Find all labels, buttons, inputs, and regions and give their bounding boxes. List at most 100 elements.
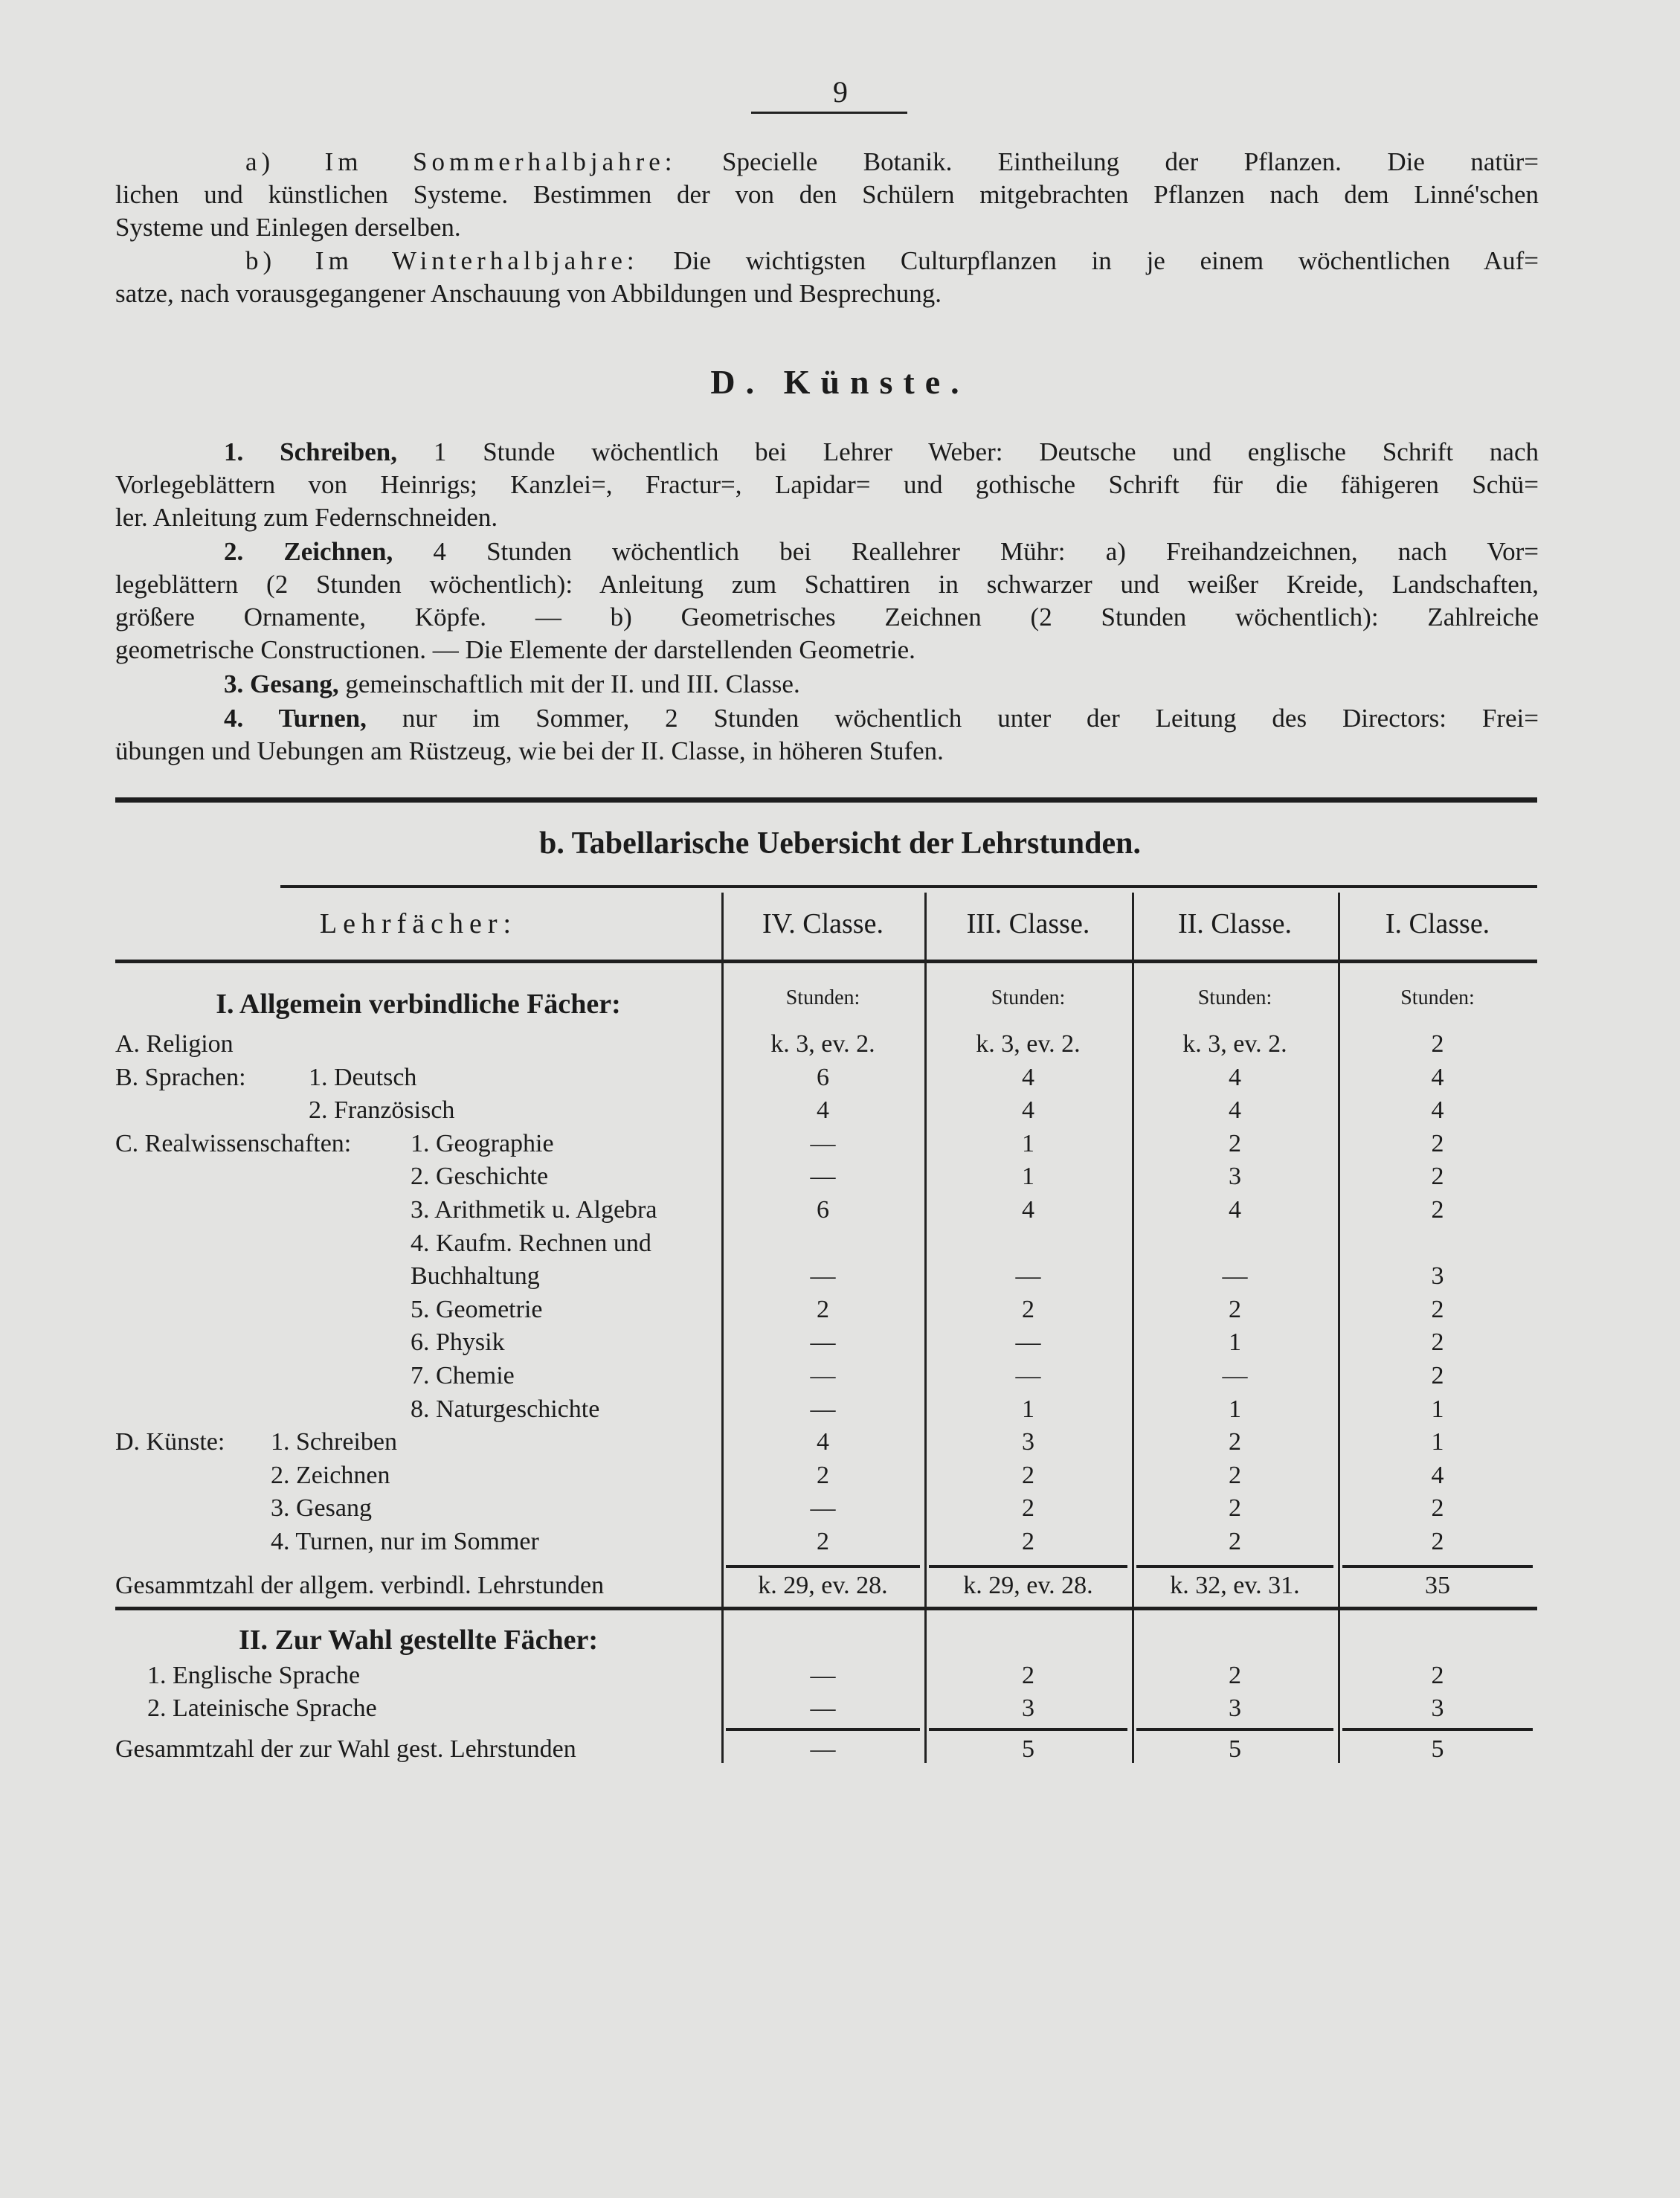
paragraph-lead: 4. Turnen, bbox=[224, 704, 367, 733]
page-number: 9 bbox=[833, 75, 848, 109]
paragraph: 3. Gesang, gemeinschaftlich mit der II. … bbox=[115, 668, 1539, 701]
hours-value: — bbox=[1222, 1262, 1248, 1291]
total-value: 5 bbox=[1022, 1735, 1034, 1763]
text-line: größere Ornamente, Köpfe. — b) Geometris… bbox=[115, 602, 1539, 632]
hours-value: k. 3, ev. 2. bbox=[1182, 1030, 1287, 1058]
hours-value: k. 3, ev. 2. bbox=[976, 1030, 1081, 1058]
group-label: C. Realwissenschaften: bbox=[115, 1129, 352, 1157]
text-line: a) Im Sommerhalbjahre: Specielle Botanik… bbox=[115, 146, 1539, 179]
unit-label: Stunden: bbox=[785, 986, 860, 1009]
hours-value: 4 bbox=[1229, 1196, 1241, 1224]
paragraph: 2. Zeichnen, 4 Stunden wöchentlich bei R… bbox=[115, 536, 1539, 666]
sum-rule bbox=[1342, 1565, 1533, 1568]
sum-rule bbox=[726, 1728, 920, 1731]
subject-label: 2. Französisch bbox=[309, 1096, 455, 1125]
hours-value: 4 bbox=[1229, 1063, 1241, 1091]
subject-label: 3. Gesang bbox=[271, 1494, 372, 1523]
group-label: D. Künste: bbox=[115, 1428, 225, 1456]
paragraph: b) Im Winterhalbjahre: Die wichtigsten C… bbox=[115, 245, 1539, 310]
subject-label: 2. Lateinische Sprache bbox=[147, 1694, 377, 1722]
total-value: k. 29, ev. 28. bbox=[758, 1572, 888, 1599]
subject-label: 4. Kaufm. Rechnen und bbox=[411, 1229, 651, 1257]
hours-value: 2 bbox=[1229, 1428, 1241, 1456]
total-value: k. 32, ev. 31. bbox=[1170, 1572, 1300, 1599]
hours-value: 1 bbox=[1229, 1328, 1241, 1357]
hours-value: 4 bbox=[1229, 1096, 1241, 1125]
table-title: b. Tabellarische Uebersicht der Lehrstun… bbox=[539, 826, 1141, 861]
hours-value: 3 bbox=[1431, 1694, 1444, 1722]
text-line: übungen und Uebungen am Rüstzeug, wie be… bbox=[115, 736, 944, 765]
hours-value: 2 bbox=[1431, 1494, 1444, 1523]
hours-value: — bbox=[810, 1395, 836, 1423]
text-line: ler. Anleitung zum Federnschneiden. bbox=[115, 503, 498, 532]
section-title: I. Allgemein verbindliche Fächer: bbox=[216, 989, 621, 1020]
column-header: IV. Classe. bbox=[762, 908, 884, 939]
subject-label: 3. Arithmetik u. Algebra bbox=[411, 1196, 657, 1224]
hours-value: 4 bbox=[1022, 1196, 1034, 1224]
hours-value: 2 bbox=[817, 1528, 829, 1555]
total-value: 35 bbox=[1425, 1572, 1450, 1599]
hours-value: 2 bbox=[1431, 1030, 1444, 1058]
hours-value: — bbox=[810, 1362, 836, 1389]
subject-header: Lehrfächer: bbox=[319, 908, 518, 939]
hours-value: 2 bbox=[1229, 1295, 1241, 1323]
subject-label: 1. Schreiben bbox=[271, 1428, 397, 1456]
paragraph-text: 4 Stunden wöchentlich bei Reallehrer Müh… bbox=[433, 537, 1539, 566]
paragraph-text: 1 Stunde wöchentlich bei Lehrer Weber: D… bbox=[433, 437, 1539, 466]
hours-value: 4 bbox=[817, 1096, 829, 1125]
hours-value: — bbox=[810, 1163, 836, 1191]
hours-value: 2 bbox=[1431, 1295, 1444, 1323]
page-number-rule bbox=[751, 112, 907, 114]
hours-value: 4 bbox=[1022, 1096, 1034, 1125]
hours-value: 3 bbox=[1022, 1428, 1034, 1456]
table-rule bbox=[115, 960, 1537, 963]
text-line: 2. Zeichnen, 4 Stunden wöchentlich bei R… bbox=[115, 536, 1539, 568]
hours-value: 1 bbox=[1229, 1395, 1241, 1423]
subject-label: 1. Deutsch bbox=[309, 1063, 417, 1091]
total-value: k. 29, ev. 28. bbox=[963, 1572, 1093, 1599]
group-label: B. Sprachen: bbox=[115, 1063, 246, 1091]
hours-value: 1 bbox=[1022, 1395, 1034, 1423]
paragraph: 1. Schreiben, 1 Stunde wöchentlich bei L… bbox=[115, 436, 1539, 534]
unit-label: Stunden: bbox=[1400, 986, 1475, 1009]
hours-value: 2 bbox=[1431, 1129, 1444, 1157]
table-rule bbox=[115, 1607, 1537, 1610]
hours-value: 6 bbox=[817, 1196, 829, 1224]
column-divider bbox=[924, 893, 927, 1763]
hours-value: 4 bbox=[1431, 1096, 1444, 1125]
hours-value: 2 bbox=[1431, 1328, 1444, 1357]
hours-value: — bbox=[1015, 1362, 1041, 1389]
hours-value: — bbox=[810, 1262, 836, 1291]
subject-label: 7. Chemie bbox=[411, 1362, 515, 1389]
column-header: I. Classe. bbox=[1385, 908, 1490, 939]
hours-value: 2 bbox=[1229, 1528, 1241, 1555]
text-line: satze, nach vorausgegangener Anschauung … bbox=[115, 279, 942, 308]
paragraph: 4. Turnen, nur im Sommer, 2 Stunden wöch… bbox=[115, 702, 1539, 768]
hours-value: 2 bbox=[1431, 1196, 1444, 1224]
hours-value: 3 bbox=[1229, 1694, 1241, 1722]
section-title: II. Zur Wahl gestellte Fächer: bbox=[238, 1625, 599, 1656]
hours-value: 2 bbox=[817, 1461, 829, 1489]
hours-value: 2 bbox=[1229, 1662, 1241, 1689]
subject-label: 2. Zeichnen bbox=[271, 1461, 390, 1489]
paragraph-lead: 3. Gesang, bbox=[224, 669, 339, 698]
hours-value: 2 bbox=[1229, 1129, 1241, 1157]
subject-label: 8. Naturgeschichte bbox=[411, 1395, 600, 1423]
subject-label: Buchhaltung bbox=[411, 1262, 540, 1291]
hours-value: — bbox=[810, 1694, 836, 1722]
column-header: III. Classe. bbox=[966, 908, 1090, 939]
text-line: 4. Turnen, nur im Sommer, 2 Stunden wöch… bbox=[115, 702, 1539, 735]
hours-value: k. 3, ev. 2. bbox=[770, 1030, 875, 1058]
hours-value: — bbox=[810, 1328, 836, 1357]
hours-value: 4 bbox=[817, 1428, 829, 1456]
total-label: Gesammtzahl der zur Wahl gest. Lehrstund… bbox=[115, 1735, 576, 1763]
paragraph-text: Specielle Botanik. Eintheilung der Pflan… bbox=[722, 147, 1539, 176]
sum-rule bbox=[929, 1565, 1127, 1568]
hours-value: 4 bbox=[1431, 1461, 1444, 1489]
paragraph-lead: 2. Zeichnen, bbox=[224, 537, 393, 566]
paragraph-lead: b) Im Winterhalbjahre: bbox=[245, 246, 639, 275]
paragraph-text: Die wichtigsten Culturpflanzen in je ein… bbox=[673, 246, 1539, 275]
hours-value: 4 bbox=[1431, 1063, 1444, 1091]
total-value: — bbox=[810, 1735, 836, 1763]
subject-label: 1. Englische Sprache bbox=[147, 1662, 361, 1689]
